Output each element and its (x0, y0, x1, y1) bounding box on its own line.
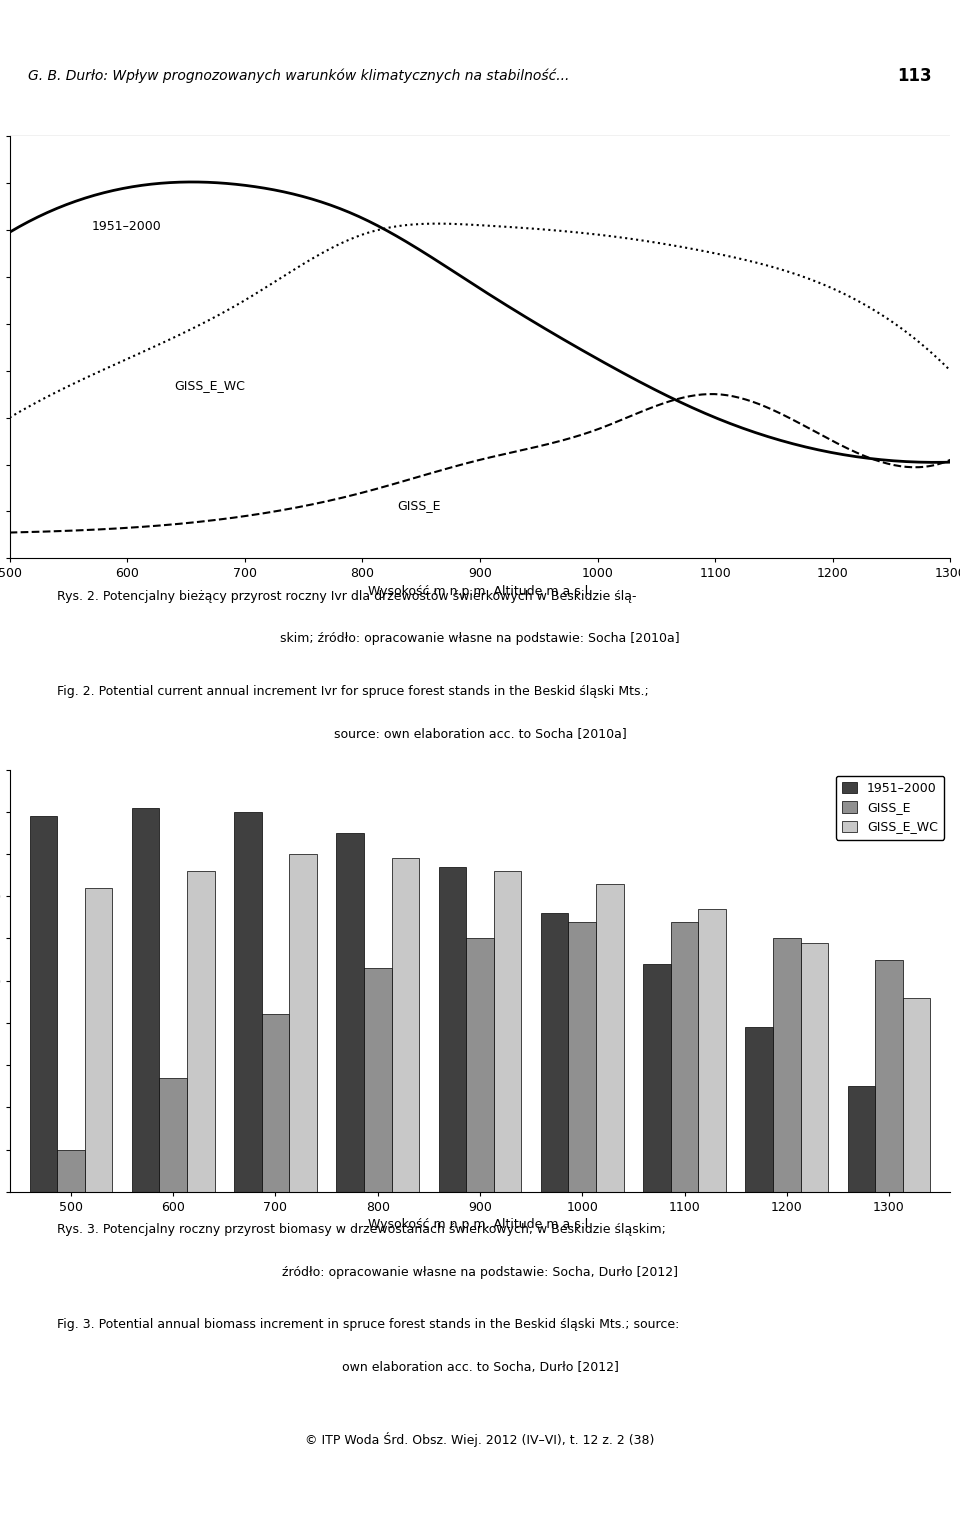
Text: G. B. Durło: Wpływ prognozowanych warunków klimatycznych na stabilność...: G. B. Durło: Wpływ prognozowanych warunk… (29, 68, 570, 83)
Text: skim; źródło: opracowanie własne na podstawie: Socha [2010a]: skim; źródło: opracowanie własne na pods… (280, 633, 680, 645)
Bar (234, 811, 262, 1191)
Text: Rys. 3. Potencjalny roczny przyrost biomasy w drzewostanach świerkowych, w Beski: Rys. 3. Potencjalny roczny przyrost biom… (57, 1224, 665, 1236)
Text: GISS_E: GISS_E (397, 499, 442, 512)
Bar (132, 808, 159, 1191)
Bar (289, 854, 317, 1191)
Text: GISS_E_WC: GISS_E_WC (175, 380, 245, 392)
Text: źródło: opracowanie własne na podstawie: Socha, Durło [2012]: źródło: opracowanie własne na podstawie:… (282, 1265, 678, 1279)
Bar (336, 833, 364, 1191)
Bar (876, 959, 902, 1191)
Bar (671, 922, 698, 1191)
Bar (392, 859, 420, 1191)
Bar (568, 922, 596, 1191)
X-axis label: Wysokość m n.p.m. Altitude m a.s.l.: Wysokość m n.p.m. Altitude m a.s.l. (368, 1217, 592, 1231)
Text: own elaboration acc. to Socha, Durło [2012]: own elaboration acc. to Socha, Durło [20… (342, 1360, 618, 1374)
Bar (58, 1150, 84, 1191)
Bar (540, 913, 568, 1191)
Bar (84, 888, 112, 1191)
Legend: 1951–2000, GISS_E, GISS_E_WC: 1951–2000, GISS_E, GISS_E_WC (836, 776, 944, 840)
Text: © ITP Woda Śrd. Obsz. Wiej. 2012 (IV–VI), t. 12 z. 2 (38): © ITP Woda Śrd. Obsz. Wiej. 2012 (IV–VI)… (305, 1431, 655, 1447)
Bar (698, 910, 726, 1191)
Bar (467, 939, 493, 1191)
Bar (262, 1014, 289, 1191)
Text: 1951–2000: 1951–2000 (92, 220, 161, 232)
Bar (439, 866, 467, 1191)
Bar (30, 816, 58, 1191)
Bar (745, 1027, 773, 1191)
Bar (801, 943, 828, 1191)
Text: source: own elaboration acc. to Socha [2010a]: source: own elaboration acc. to Socha [2… (334, 728, 626, 740)
Text: Rys. 2. Potencjalny bieżący przyrost roczny Ivr dla drzewostów świerkowych w Bes: Rys. 2. Potencjalny bieżący przyrost roc… (57, 589, 636, 603)
Bar (364, 968, 392, 1191)
Bar (902, 997, 930, 1191)
Bar (596, 883, 624, 1191)
Bar (773, 939, 801, 1191)
Bar (187, 871, 215, 1191)
Bar (159, 1077, 187, 1191)
Bar (493, 871, 521, 1191)
Bar (848, 1087, 876, 1191)
Text: Fig. 3. Potential annual biomass increment in spruce forest stands in the Beskid: Fig. 3. Potential annual biomass increme… (57, 1319, 679, 1331)
Text: 113: 113 (897, 66, 931, 85)
Bar (643, 963, 671, 1191)
X-axis label: Wysokość m n.p.m. Altitude m a.s.l.: Wysokość m n.p.m. Altitude m a.s.l. (368, 585, 592, 597)
Text: Fig. 2. Potential current annual increment Ivr for spruce forest stands in the B: Fig. 2. Potential current annual increme… (57, 685, 648, 699)
